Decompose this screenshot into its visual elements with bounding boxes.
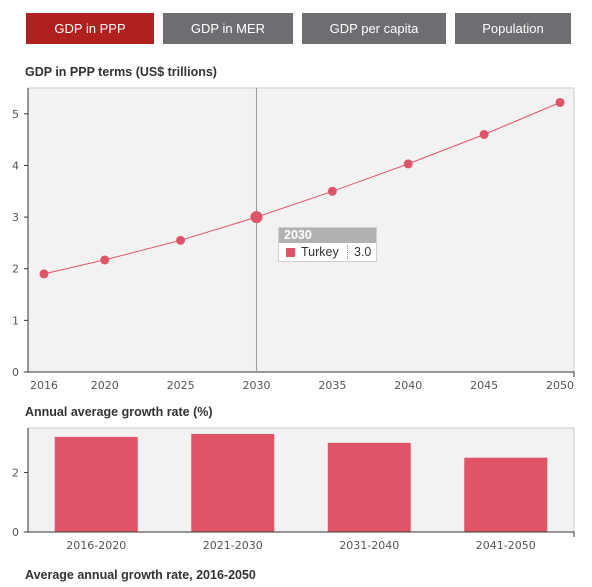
y-tick-label: 5 (12, 108, 19, 121)
data-point (100, 255, 110, 265)
tab-population[interactable]: Population (455, 13, 571, 44)
x-tick-label: 2040 (394, 379, 422, 392)
bar (191, 433, 275, 532)
y-tick-label: 4 (12, 159, 19, 172)
tooltip-divider (347, 245, 348, 259)
y-tick-label: 0 (12, 526, 19, 539)
tab-gdp-ppp[interactable]: GDP in PPP (26, 13, 154, 44)
bar-chart-title: Annual average growth rate (%) (25, 405, 213, 419)
x-tick-label: 2030 (242, 379, 270, 392)
tooltip-value: 3.0 (354, 245, 372, 259)
line-chart-title: GDP in PPP terms (US$ trillions) (25, 65, 217, 79)
tooltip-header: 2030 (279, 228, 376, 243)
bar (327, 442, 411, 532)
x-tick-label: 2025 (167, 379, 195, 392)
x-tick-label: 2016-2020 (66, 539, 126, 552)
x-tick-label: 2020 (91, 379, 119, 392)
data-point (403, 159, 413, 169)
data-point (39, 269, 49, 279)
tooltip-swatch (286, 248, 295, 257)
y-tick-label: 2 (12, 467, 19, 480)
x-tick-label: 2035 (318, 379, 346, 392)
chart-tooltip: 2030 Turkey 3.0 (278, 227, 377, 262)
tab-gdp-mer[interactable]: GDP in MER (163, 13, 293, 44)
data-point (327, 186, 337, 196)
data-point (479, 129, 489, 139)
x-tick-label: 2041-2050 (476, 539, 536, 552)
y-tick-label: 2 (12, 263, 19, 276)
y-tick-label: 3 (12, 211, 19, 224)
tooltip-row: Turkey 3.0 (279, 243, 376, 261)
tab-bar: GDP in PPP GDP in MER GDP per capita Pop… (0, 0, 592, 60)
x-tick-label: 2050 (546, 379, 574, 392)
bar (54, 436, 138, 532)
tooltip-series-name: Turkey (301, 245, 339, 259)
data-point (176, 235, 186, 245)
data-point (250, 211, 263, 224)
y-tick-label: 0 (12, 366, 19, 379)
data-point (555, 97, 565, 107)
series-line-turkey (43, 102, 561, 275)
x-tick-label: 2031-2040 (339, 539, 399, 552)
x-tick-label: 2045 (470, 379, 498, 392)
bar (464, 457, 548, 532)
x-tick-label: 2021-2030 (203, 539, 263, 552)
y-tick-label: 1 (12, 314, 19, 327)
x-tick-label: 2016 (30, 379, 58, 392)
bar-chart: 2016-2020 2021-2030 2031-2040 2041-2050 0 2 (12, 427, 575, 552)
footer-chart-title: Average annual growth rate, 2016-2050 (25, 568, 256, 582)
tab-gdp-per-capita[interactable]: GDP per capita (302, 13, 446, 44)
